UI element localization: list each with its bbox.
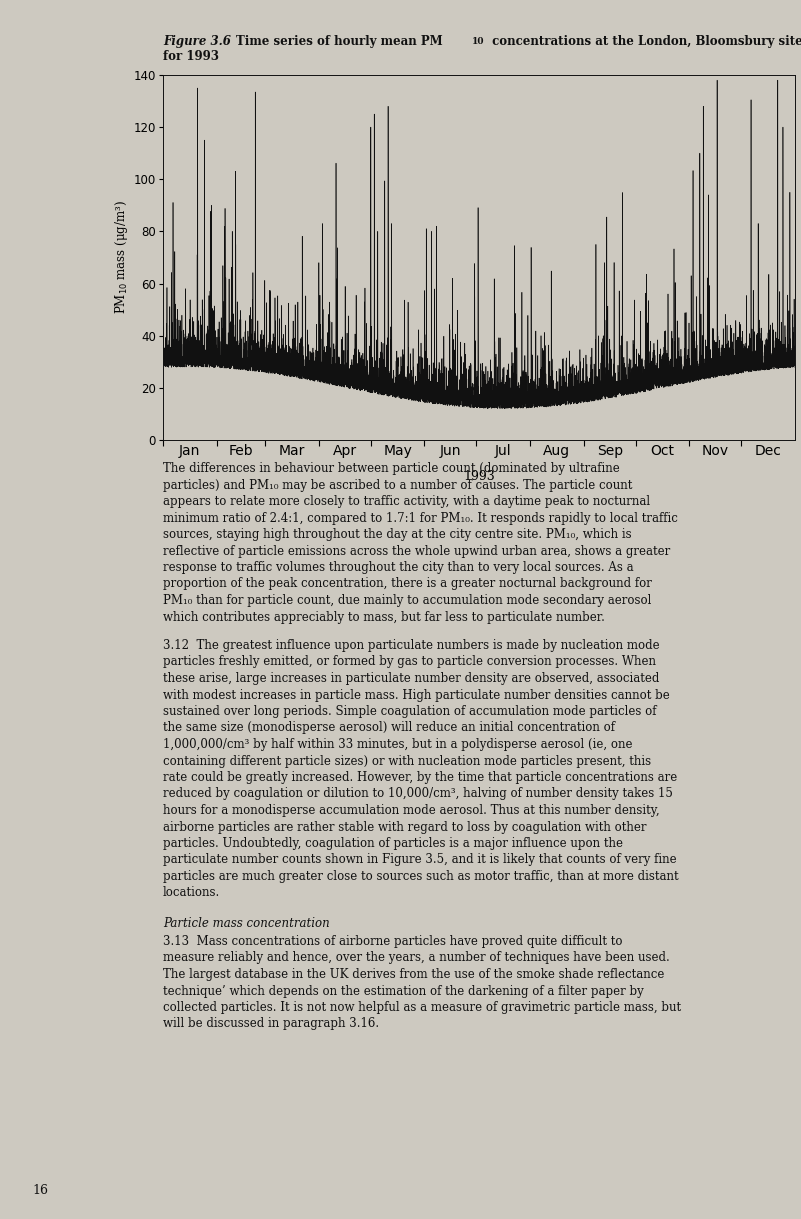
Text: the same size (monodisperse aerosol) will reduce an initial concentration of: the same size (monodisperse aerosol) wil… (163, 722, 615, 735)
Text: proportion of the peak concentration, there is a greater nocturnal background fo: proportion of the peak concentration, th… (163, 578, 652, 590)
Text: Time series of hourly mean PM: Time series of hourly mean PM (235, 35, 442, 48)
Text: for 1993: for 1993 (163, 50, 219, 63)
Text: particles are much greater close to sources such as motor traffic, than at more : particles are much greater close to sour… (163, 870, 678, 883)
Text: rate could be greatly increased. However, by the time that particle concentratio: rate could be greatly increased. However… (163, 770, 678, 784)
Text: which contributes appreciably to mass, but far less to particulate number.: which contributes appreciably to mass, b… (163, 611, 605, 623)
Text: sustained over long periods. Simple coagulation of accumulation mode particles o: sustained over long periods. Simple coag… (163, 705, 657, 718)
Text: concentrations at the London, Bloomsbury site: concentrations at the London, Bloomsbury… (488, 35, 801, 48)
Text: particles freshly emitted, or formed by gas to particle conversion processes. Wh: particles freshly emitted, or formed by … (163, 656, 656, 668)
Text: technique’ which depends on the estimation of the darkening of a filter paper by: technique’ which depends on the estimati… (163, 985, 644, 997)
Text: locations.: locations. (163, 886, 220, 900)
Text: collected particles. It is not now helpful as a measure of gravimetric particle : collected particles. It is not now helpf… (163, 1001, 681, 1014)
Text: minimum ratio of 2.4:1, compared to 1.7:1 for PM₁₀. It responds rapidly to local: minimum ratio of 2.4:1, compared to 1.7:… (163, 512, 678, 524)
Text: hours for a monodisperse accumulation mode aerosol. Thus at this number density,: hours for a monodisperse accumulation mo… (163, 805, 660, 817)
Text: with modest increases in particle mass. High particulate number densities cannot: with modest increases in particle mass. … (163, 689, 670, 701)
Text: 16: 16 (32, 1184, 48, 1197)
Text: 10: 10 (471, 38, 484, 46)
Text: measure reliably and hence, over the years, a number of techniques have been use: measure reliably and hence, over the yea… (163, 952, 670, 964)
Text: containing different particle sizes) or with nucleation mode particles present, : containing different particle sizes) or … (163, 755, 651, 768)
Text: reduced by coagulation or dilution to 10,000/cm³, halving of number density take: reduced by coagulation or dilution to 10… (163, 787, 673, 801)
Text: reflective of particle emissions across the whole upwind urban area, shows a gre: reflective of particle emissions across … (163, 545, 670, 557)
Text: airborne particles are rather stable with regard to loss by coagulation with oth: airborne particles are rather stable wit… (163, 820, 646, 834)
Text: response to traffic volumes throughout the city than to very local sources. As a: response to traffic volumes throughout t… (163, 561, 634, 574)
Text: sources, staying high throughout the day at the city centre site. PM₁₀, which is: sources, staying high throughout the day… (163, 528, 632, 541)
Text: The differences in behaviour between particle count (dominated by ultrafine: The differences in behaviour between par… (163, 462, 620, 475)
Text: these arise, large increases in particulate number density are observed, associa: these arise, large increases in particul… (163, 672, 659, 685)
Y-axis label: PM$_{10}$ mass (μg/m³): PM$_{10}$ mass (μg/m³) (112, 201, 130, 315)
Text: Particle mass concentration: Particle mass concentration (163, 917, 330, 930)
Text: appears to relate more closely to traffic activity, with a daytime peak to noctu: appears to relate more closely to traffi… (163, 495, 650, 508)
Text: particles. Undoubtedly, coagulation of particles is a major influence upon the: particles. Undoubtedly, coagulation of p… (163, 837, 623, 850)
Text: PM₁₀ than for particle count, due mainly to accumulation mode secondary aerosol: PM₁₀ than for particle count, due mainly… (163, 594, 651, 607)
Text: 3.12  The greatest influence upon particulate numbers is made by nucleation mode: 3.12 The greatest influence upon particu… (163, 639, 660, 652)
Text: 3.13  Mass concentrations of airborne particles have proved quite difficult to: 3.13 Mass concentrations of airborne par… (163, 935, 622, 948)
Text: The largest database in the UK derives from the use of the smoke shade reflectan: The largest database in the UK derives f… (163, 968, 664, 981)
Text: 1,000,000/cm³ by half within 33 minutes, but in a polydisperse aerosol (ie, one: 1,000,000/cm³ by half within 33 minutes,… (163, 737, 633, 751)
Text: will be discussed in paragraph 3.16.: will be discussed in paragraph 3.16. (163, 1018, 379, 1030)
X-axis label: 1993: 1993 (463, 469, 495, 483)
Text: particulate number counts shown in Figure 3.5, and it is likely that counts of v: particulate number counts shown in Figur… (163, 853, 677, 867)
Text: particles) and PM₁₀ may be ascribed to a number of causes. The particle count: particles) and PM₁₀ may be ascribed to a… (163, 479, 632, 491)
Text: Figure 3.6: Figure 3.6 (163, 35, 231, 48)
